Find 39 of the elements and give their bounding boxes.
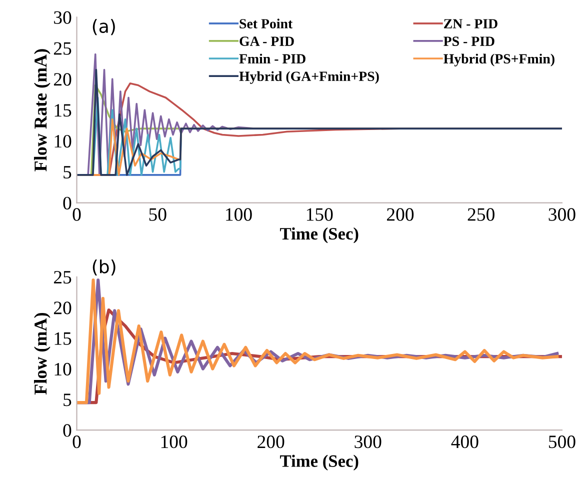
y-tick-label: 20	[54, 73, 72, 86]
legend-label: ZN - PID	[444, 19, 498, 28]
legend-label: PS - PID	[444, 36, 494, 46]
annotation: (a)	[92, 19, 115, 36]
y-tick-label: 15	[54, 332, 72, 345]
y-axis-title: Flow (mA)	[34, 312, 50, 395]
y-tick-label: 5	[64, 394, 72, 406]
x-tick-label: 0	[72, 208, 81, 221]
y-tick-label: 25	[54, 271, 72, 284]
y-tick-label: 10	[54, 134, 72, 148]
x-tick-label: 300	[548, 208, 576, 221]
y-tick-label: 30	[54, 11, 72, 24]
x-axis-title: Time (Sec)	[280, 227, 358, 244]
x-tick-label: 0	[72, 436, 81, 448]
legend-label: Fmin - PID	[239, 54, 306, 64]
y-axis-title: Flow Rate (mA)	[34, 49, 50, 172]
legend-label: Hybrid (GA+Fmin+PS)	[239, 71, 379, 84]
x-tick-label: 300	[354, 436, 382, 448]
y-tick-label: 0	[63, 424, 72, 437]
x-tick-label: 200	[387, 208, 414, 221]
y-tick-label: 25	[54, 42, 72, 55]
x-tick-label: 50	[149, 208, 166, 221]
text: (b)	[92, 259, 116, 276]
x-tick-label: 100	[226, 208, 252, 221]
x-tick-label: 500	[549, 436, 576, 448]
y-tick-label: 20	[54, 302, 72, 314]
y-tick-label: 10	[54, 362, 72, 376]
legend-label: Set Point	[240, 18, 293, 28]
x-tick-label: 100	[161, 436, 188, 448]
x-tick-label: 150	[306, 208, 333, 221]
x-tick-label: 200	[258, 436, 284, 448]
legend-label: GA - PID	[240, 36, 294, 46]
y-tick-label: 0	[63, 196, 72, 210]
x-tick-label: 400	[451, 436, 478, 448]
y-tick-label: 15	[54, 104, 72, 117]
x-tick-label: 250	[468, 208, 494, 221]
legend-label: Hybrid (PS+Fmin)	[444, 54, 554, 66]
x-axis-title: Time (Sec)	[280, 454, 358, 471]
y-tick-label: 5	[64, 166, 72, 179]
